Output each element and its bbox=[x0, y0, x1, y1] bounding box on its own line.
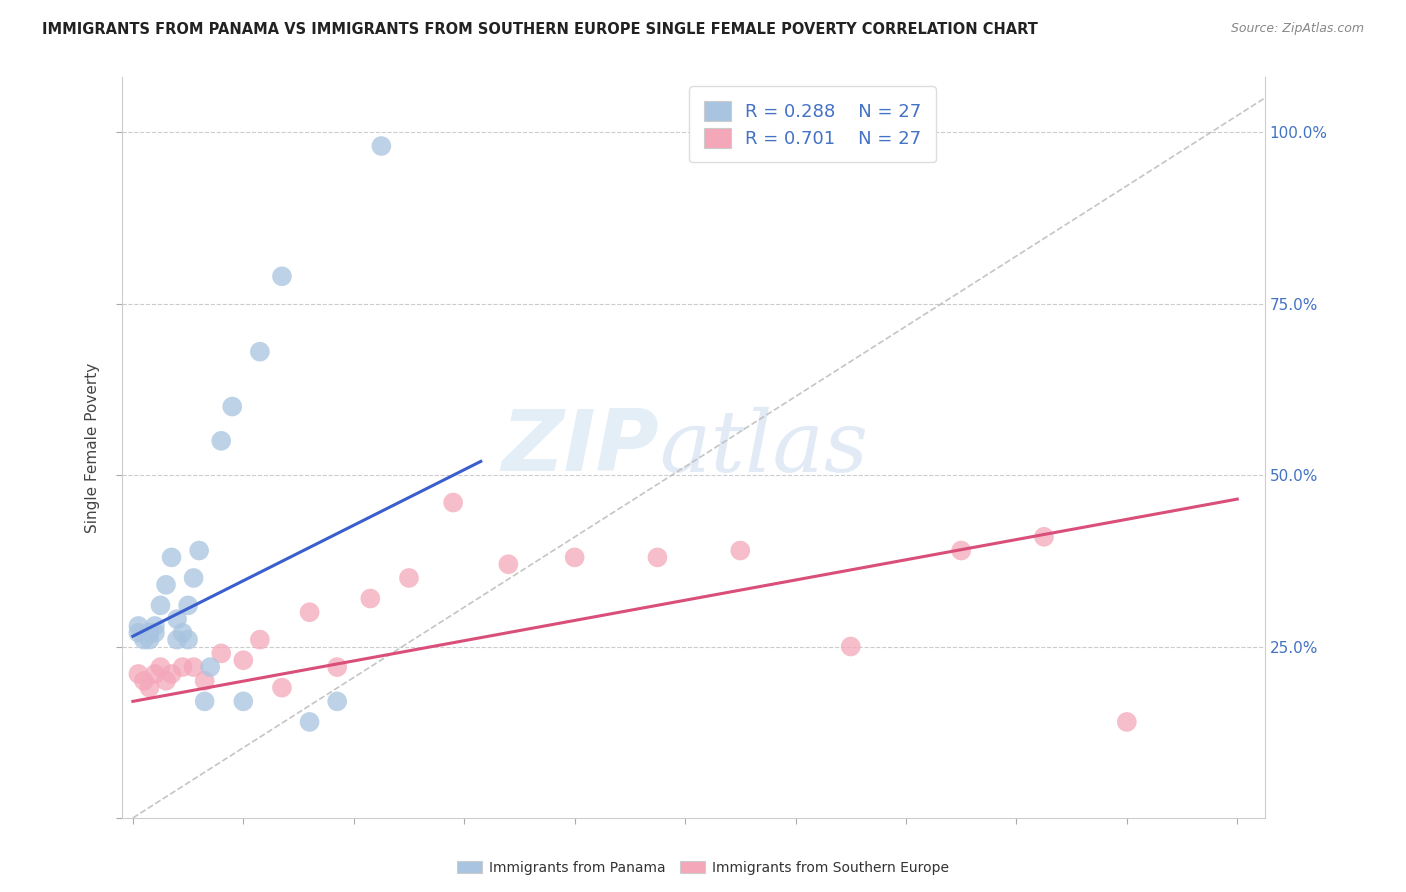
Text: Source: ZipAtlas.com: Source: ZipAtlas.com bbox=[1230, 22, 1364, 36]
Point bbox=[839, 640, 862, 654]
Point bbox=[172, 625, 194, 640]
Legend: Immigrants from Panama, Immigrants from Southern Europe: Immigrants from Panama, Immigrants from … bbox=[451, 855, 955, 880]
Point bbox=[143, 619, 166, 633]
Point bbox=[143, 667, 166, 681]
Point bbox=[194, 673, 217, 688]
Point bbox=[160, 550, 183, 565]
Point bbox=[127, 625, 149, 640]
Point bbox=[166, 632, 188, 647]
Point bbox=[359, 591, 381, 606]
Point bbox=[132, 673, 155, 688]
Point bbox=[398, 571, 420, 585]
Point bbox=[127, 667, 149, 681]
Point bbox=[221, 400, 243, 414]
Point bbox=[149, 660, 172, 674]
Text: IMMIGRANTS FROM PANAMA VS IMMIGRANTS FROM SOUTHERN EUROPE SINGLE FEMALE POVERTY : IMMIGRANTS FROM PANAMA VS IMMIGRANTS FRO… bbox=[42, 22, 1038, 37]
Y-axis label: Single Female Poverty: Single Female Poverty bbox=[86, 362, 100, 533]
Point bbox=[326, 694, 349, 708]
Point bbox=[249, 344, 271, 359]
Legend: R = 0.288    N = 27, R = 0.701    N = 27: R = 0.288 N = 27, R = 0.701 N = 27 bbox=[689, 87, 936, 162]
Point bbox=[326, 660, 349, 674]
Point bbox=[950, 543, 973, 558]
Text: atlas: atlas bbox=[659, 407, 868, 489]
Point bbox=[209, 646, 232, 660]
Point bbox=[271, 681, 294, 695]
Point bbox=[194, 694, 217, 708]
Point bbox=[730, 543, 752, 558]
Point bbox=[232, 694, 254, 708]
Point bbox=[564, 550, 586, 565]
Point bbox=[127, 619, 149, 633]
Point bbox=[149, 599, 172, 613]
Point bbox=[298, 605, 321, 619]
Point bbox=[1033, 530, 1056, 544]
Point bbox=[143, 625, 166, 640]
Point bbox=[177, 632, 200, 647]
Point bbox=[138, 681, 160, 695]
Point bbox=[498, 558, 520, 572]
Point bbox=[183, 571, 205, 585]
Point bbox=[298, 714, 321, 729]
Point bbox=[188, 543, 211, 558]
Point bbox=[160, 667, 183, 681]
Point bbox=[271, 269, 294, 284]
Point bbox=[177, 599, 200, 613]
Point bbox=[138, 632, 160, 647]
Point bbox=[166, 612, 188, 626]
Point bbox=[172, 660, 194, 674]
Text: ZIP: ZIP bbox=[502, 406, 659, 489]
Point bbox=[138, 625, 160, 640]
Point bbox=[441, 495, 464, 509]
Point bbox=[155, 673, 177, 688]
Point bbox=[647, 550, 669, 565]
Point bbox=[232, 653, 254, 667]
Point bbox=[1115, 714, 1137, 729]
Point bbox=[132, 632, 155, 647]
Point bbox=[183, 660, 205, 674]
Point bbox=[155, 578, 177, 592]
Point bbox=[198, 660, 221, 674]
Point bbox=[209, 434, 232, 448]
Point bbox=[370, 139, 392, 153]
Point bbox=[249, 632, 271, 647]
